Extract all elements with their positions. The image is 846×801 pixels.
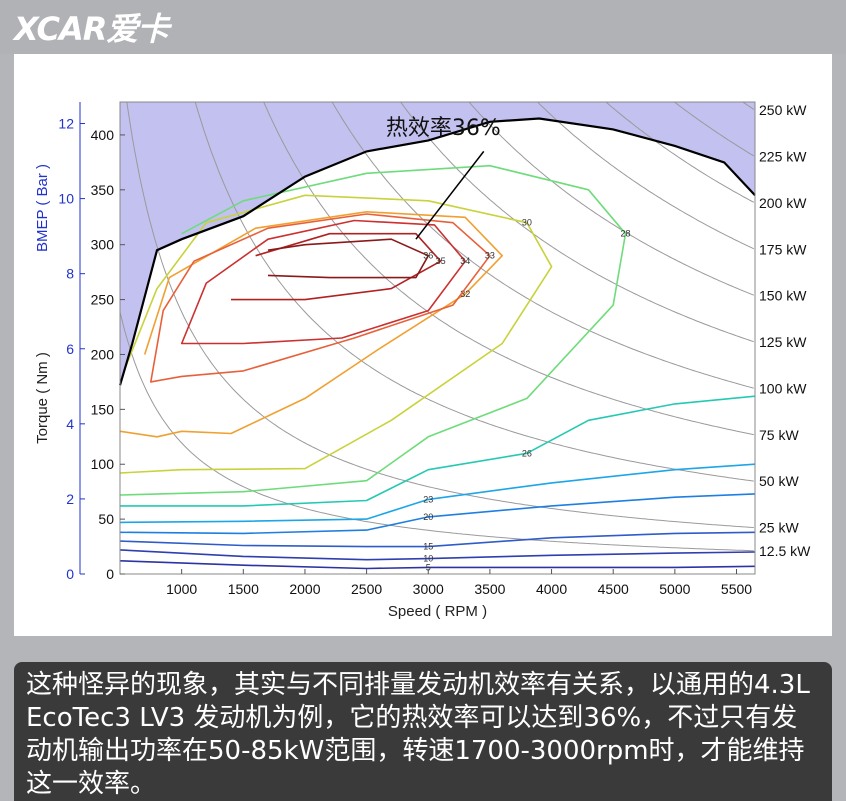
power-label-200: 200 kW (759, 195, 807, 211)
bmep-tick-label-2: 2 (66, 491, 74, 507)
contour-label-5: 5 (426, 562, 431, 572)
annotation-text: 热效率36% (386, 116, 501, 141)
power-line-75 (263, 102, 754, 436)
contour-label-20: 20 (423, 512, 433, 522)
y-tick-label-350: 350 (91, 182, 115, 198)
contour-36 (267, 238, 430, 279)
power-line-50 (194, 102, 754, 482)
power-line-12.5 (120, 311, 754, 552)
x-tick-label-1500: 1500 (228, 581, 259, 597)
x-tick-label-3500: 3500 (474, 581, 505, 597)
bmep-tick-label-0: 0 (66, 566, 74, 582)
contour-label-32: 32 (460, 289, 470, 299)
power-line-200 (605, 102, 755, 203)
contour-label-28: 28 (621, 229, 631, 239)
y-tick-label-400: 400 (91, 127, 115, 143)
y-tick-label-0: 0 (106, 566, 114, 582)
x-tick-label-5000: 5000 (659, 581, 690, 597)
x-tick-label-2500: 2500 (351, 581, 382, 597)
power-line-225 (673, 102, 755, 157)
power-label-50: 50 kW (759, 473, 799, 489)
contour-23 (120, 463, 755, 524)
power-label-100: 100 kW (759, 380, 807, 396)
bmep-tick-label-12: 12 (58, 116, 74, 132)
plot-frame (119, 101, 756, 575)
contour-label-34: 34 (460, 256, 470, 266)
contour-20 (120, 493, 755, 535)
caption-box: 这种怪异的现象，其实与不同排量发动机效率有关系，以通用的4.3L EcoTec3… (14, 662, 832, 801)
annotation-pointer (415, 150, 485, 240)
power-line-175 (536, 102, 755, 250)
bmep-tick-label-10: 10 (58, 191, 74, 207)
contour-28 (120, 164, 627, 496)
bmep-tick-label-6: 6 (66, 341, 74, 357)
y-axis-label: Torque ( Nm ) (34, 352, 51, 444)
power-label-175: 175 kW (759, 241, 807, 257)
contour-33 (150, 213, 491, 383)
contour-label-36: 36 (423, 251, 433, 261)
contour-label-26: 26 (522, 448, 532, 458)
power-line-250 (741, 102, 755, 110)
contour-label-33: 33 (485, 251, 495, 261)
x-tick-label-3000: 3000 (413, 581, 444, 597)
bmep-tick-label-4: 4 (66, 416, 74, 432)
y-tick-label-300: 300 (91, 237, 115, 253)
contour-label-35: 35 (436, 256, 446, 266)
above-max-torque-region (120, 102, 755, 386)
x-axis: 1000 1500 2000 2500 3000 3500 4000 4500 5000 5500 (166, 569, 752, 597)
max-torque-curve (118, 117, 756, 386)
bmep-axis-label: BMEP ( Bar ) (34, 164, 51, 252)
contour-15 (120, 531, 755, 548)
y-tick-label-250: 250 (91, 292, 115, 308)
power-line-150 (468, 102, 754, 296)
contour-5 (120, 560, 755, 570)
contour-label-15: 15 (423, 542, 433, 552)
power-label-150: 150 kW (759, 288, 807, 304)
power-line-125 (399, 102, 754, 343)
power-line-25 (126, 102, 754, 528)
power-label-25: 25 kW (759, 520, 799, 536)
x-tick-label-2000: 2000 (289, 581, 320, 597)
y-tick-label-100: 100 (91, 456, 115, 472)
y-tick-label-200: 200 (91, 346, 115, 362)
x-tick-label-1000: 1000 (166, 581, 197, 597)
efficiency-chart-card: 5 10 15 20 23 26 28 30 32 33 34 35 36 1000 1500 2000 25… (14, 54, 832, 636)
contour-10 (120, 549, 755, 561)
contour-label-23: 23 (423, 494, 433, 504)
contour-32 (120, 211, 503, 438)
contour-34 (180, 219, 466, 345)
contour-26 (120, 395, 755, 507)
x-tick-label-5500: 5500 (721, 581, 752, 597)
power-lines (120, 102, 755, 552)
y-tick-label-150: 150 (91, 401, 115, 417)
contour-label-30: 30 (522, 218, 532, 228)
power-label-250: 250 kW (759, 102, 807, 118)
site-header: XCAR爱卡 (0, 0, 846, 54)
x-axis-label: Speed ( RPM ) (388, 603, 487, 620)
power-labels: 12.5 kW 25 kW 50 kW 75 kW 100 kW 125 kW 150 kW… (759, 102, 811, 559)
power-line-100 (331, 102, 754, 389)
x-tick-label-4000: 4000 (536, 581, 567, 597)
power-label-12.5: 12.5 kW (759, 543, 811, 559)
power-label-125: 125 kW (759, 334, 807, 350)
bmep-axis: 0 2 4 6 8 10 12 (58, 102, 85, 582)
y-axis: 0 50 100 150 200 250 300 350 400 (91, 127, 125, 582)
power-label-225: 225 kW (759, 149, 807, 165)
xcar-logo: XCAR爱卡 (14, 10, 169, 48)
contour-35 (231, 232, 442, 301)
power-label-75: 75 kW (759, 427, 799, 443)
contour-label-10: 10 (423, 554, 433, 564)
x-tick-label-4500: 4500 (598, 581, 629, 597)
bmep-tick-label-8: 8 (66, 266, 74, 282)
caption-text: 这种怪异的现象，其实与不同排量发动机效率有关系，以通用的4.3L EcoTec3… (26, 670, 810, 799)
y-tick-label-50: 50 (98, 511, 114, 527)
